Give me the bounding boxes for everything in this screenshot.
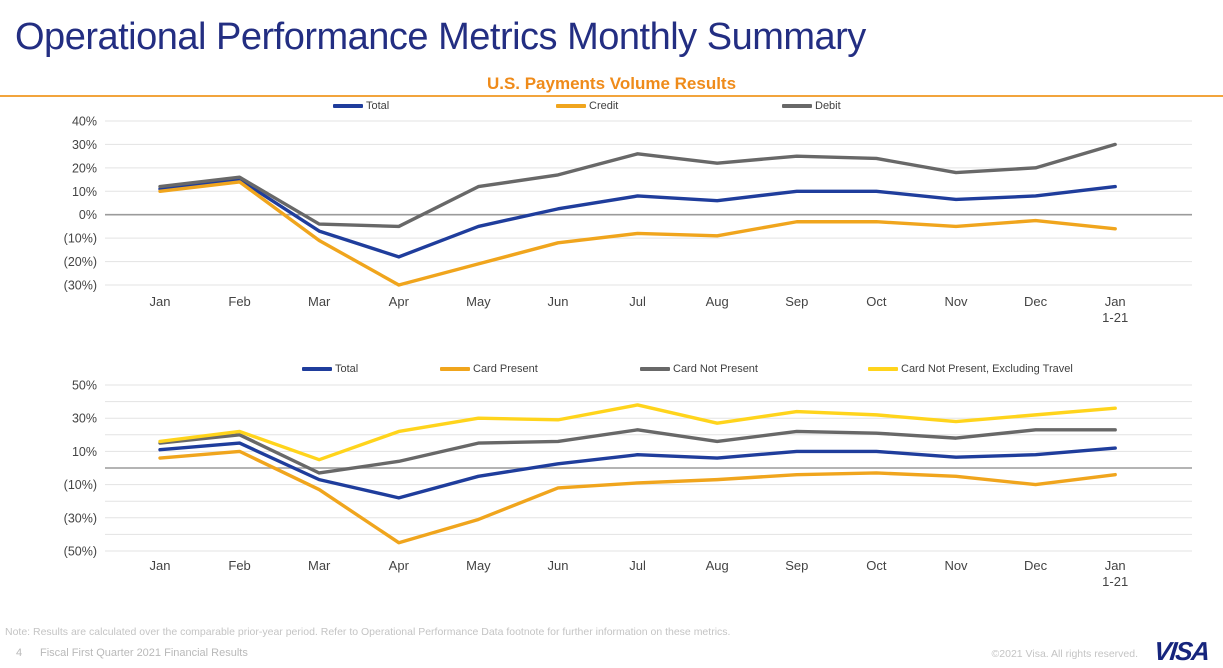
legend-item-credit: Credit [556,99,618,113]
y-axis-tick-label: 30% [72,138,97,152]
x-axis-tick-label: Nov [944,558,968,573]
x-axis-tick-label: Jan [150,558,171,573]
x-axis-tick-label: Jun [548,294,569,309]
legend-item-card-present: Card Present [440,362,538,376]
y-axis-tick-label: (30%) [64,278,97,292]
legend-swatch-card-present [440,367,470,371]
x-axis-tick-label: Jun [548,558,569,573]
x-axis-tick-label: Feb [228,558,250,573]
x-axis-tick-label: Mar [308,558,331,573]
y-axis-tick-label: 50% [72,379,97,393]
x-axis-tick-label: Sep [785,558,808,573]
page-number: 4 [16,647,23,659]
y-axis-tick-label: 20% [72,161,97,175]
x-axis-tick-label: Oct [866,558,887,573]
legend-swatch-total [302,367,332,371]
legend-label: Credit [589,100,619,112]
payments-volume-chart-total-credit-debit: 40% 30% 20% 10% 0% (10%) (20%) (30%) Jan Feb Mar Ap… [64,115,1192,325]
y-axis-tick-label: 40% [72,115,97,129]
series-line-card-not-present [158,428,1117,475]
x-axis-tick-label: Apr [389,558,410,573]
page-title: Operational Performance Metrics Monthly … [15,16,866,58]
x-axis-tick-label: Aug [706,558,729,573]
legend-swatch-total [333,104,363,108]
x-axis-tick-label: Oct [866,294,887,309]
x-axis-tick-label: Jan 1-21 [1102,294,1128,325]
divider-line [0,95,1223,97]
visa-logo: VISA [1152,636,1211,666]
series-line-card-not-present-excluding-travel [158,403,1117,462]
x-axis-tick-label: Mar [308,294,331,309]
x-axis-tick-label: Dec [1024,558,1048,573]
x-axis-tick-label: Aug [706,294,729,309]
chart-subtitle: U.S. Payments Volume Results [486,74,737,93]
y-axis-tick-label: (10%) [64,478,97,492]
x-axis-tick-label: Apr [389,294,410,309]
x-axis-tick-label: Jul [629,558,646,573]
series-line-total [158,177,1117,259]
legend-item-card-not-present-excluding-travel: Card Not Present, Excluding Travel [868,362,1073,376]
x-axis-tick-label: May [466,558,491,573]
y-axis-tick-label: 30% [72,412,97,426]
series-line-credit [158,180,1117,287]
x-axis-tick-label: Sep [785,294,808,309]
legend-label: Debit [815,100,841,112]
deck-title: Fiscal First Quarter 2021 Financial Resu… [40,647,248,659]
series-line-total [158,441,1117,500]
x-axis-tick-label: Nov [944,294,968,309]
chart1-legend: Total Credit Debit [0,99,1223,115]
copyright-text: ©2021 Visa. All rights reserved. [991,648,1138,660]
legend-label: Total [366,100,390,112]
legend-swatch-card-not-present [640,367,670,371]
x-axis-tick-label: Jan [150,294,171,309]
series-line-card-present [158,449,1117,545]
y-axis-tick-label: 10% [72,185,97,199]
legend-label: Card Not Present, Excluding Travel [901,363,1073,375]
y-axis-tick-label: 10% [72,445,97,459]
payments-volume-chart-card-present-not-present: 50% 30% 10% (10%) (30%) (50%) Jan Feb Mar Apr May J… [64,379,1192,589]
legend-swatch-credit [556,104,586,108]
x-axis-tick-label: Dec [1024,294,1048,309]
x-axis-tick-label: May [466,294,491,309]
legend-label: Card Not Present [673,363,758,375]
y-axis-tick-label: (30%) [64,511,97,525]
legend-swatch-card-not-present-excluding-travel [868,367,898,371]
chart2-legend: Total Card Present Card Not Present Card No… [0,362,1223,378]
x-axis-tick-label: Jan 1-21 [1102,558,1128,589]
footnote: Note: Results are calculated over the co… [5,626,731,638]
legend-swatch-debit [782,104,812,108]
x-axis-tick-label: Feb [228,294,250,309]
legend-item-total: Total [333,99,389,113]
y-axis-tick-label: (20%) [64,255,97,269]
legend-item-card-not-present: Card Not Present [640,362,758,376]
y-axis-tick-label: 0% [79,208,97,222]
series-line-debit [158,142,1117,229]
legend-item-total: Total [302,362,358,376]
y-axis-tick-label: (10%) [64,232,97,246]
y-axis-tick-label: (50%) [64,545,97,559]
x-axis-tick-label: Jul [629,294,646,309]
legend-label: Total [335,363,359,375]
legend-label: Card Present [473,363,538,375]
legend-item-debit: Debit [782,99,841,113]
